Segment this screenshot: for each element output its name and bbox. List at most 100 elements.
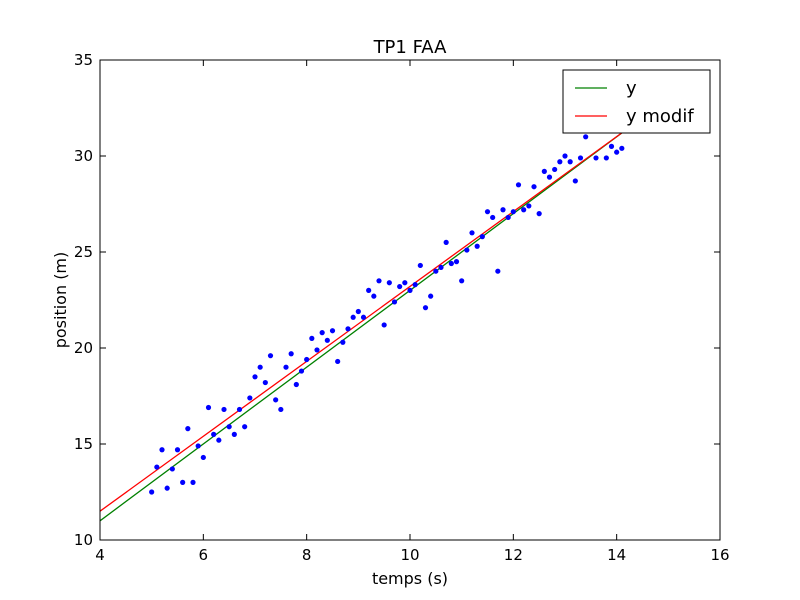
- data-point: [252, 374, 258, 380]
- data-point: [360, 314, 367, 320]
- data-point: [402, 280, 408, 286]
- data-point: [221, 406, 227, 413]
- data-point: [453, 259, 460, 265]
- data-point: [552, 166, 558, 173]
- data-point: [505, 214, 511, 221]
- data-point: [557, 159, 563, 165]
- data-point: [490, 214, 496, 221]
- data-point: [562, 153, 568, 159]
- data-point: [603, 155, 609, 161]
- data-point: [298, 368, 305, 374]
- y-tick-label: 30: [74, 147, 93, 165]
- data-point: [304, 356, 310, 363]
- legend-box: [562, 69, 711, 134]
- data-point: [288, 351, 294, 357]
- data-point: [190, 479, 196, 485]
- data-point: [267, 353, 274, 359]
- data-point: [464, 247, 470, 253]
- data-point: [174, 447, 181, 453]
- data-point: [541, 168, 547, 174]
- data-point: [619, 145, 625, 151]
- x-tick-label: 14: [607, 546, 626, 564]
- x-tick-label: 16: [710, 546, 729, 564]
- data-point: [180, 479, 186, 485]
- data-point: [443, 239, 449, 245]
- data-point: [293, 381, 299, 388]
- data-point: [200, 454, 206, 461]
- data-point: [159, 447, 165, 453]
- data-point: [154, 464, 160, 470]
- data-point: [169, 466, 175, 472]
- x-axis-ticks: 4 6 8 10 12 14 16: [95, 60, 730, 564]
- series-line-y-modif: [100, 128, 628, 512]
- legend: y y modif: [562, 69, 711, 134]
- data-point: [448, 260, 454, 267]
- series-layer: [100, 128, 628, 522]
- y-tick-label: 10: [74, 531, 93, 549]
- series-line-y: [100, 128, 628, 522]
- data-point: [324, 337, 330, 343]
- data-point: [381, 322, 387, 328]
- data-point: [536, 211, 542, 217]
- data-point: [386, 280, 392, 286]
- data-point: [345, 326, 351, 332]
- data-point: [205, 404, 212, 411]
- data-point: [236, 406, 243, 413]
- data-point: [216, 437, 222, 443]
- data-point: [614, 149, 620, 155]
- chart-title: TP1 FAA: [373, 37, 448, 58]
- data-point: [319, 330, 325, 336]
- data-point: [521, 207, 527, 213]
- data-point: [531, 184, 537, 190]
- data-point: [355, 308, 361, 315]
- data-point: [226, 424, 232, 430]
- data-point: [195, 443, 201, 449]
- data-point: [417, 262, 423, 269]
- data-point: [231, 431, 237, 437]
- data-point: [283, 364, 289, 370]
- data-point: [273, 397, 279, 403]
- data-point: [335, 358, 341, 365]
- x-axis-title: temps (s): [372, 569, 448, 588]
- data-point: [391, 299, 398, 305]
- data-point: [438, 264, 444, 270]
- legend-label-y-modif: y modif: [626, 106, 694, 127]
- y-tick-label: 20: [74, 339, 93, 357]
- data-point: [495, 268, 501, 274]
- y-tick-label: 35: [74, 51, 93, 69]
- y-tick-label: 15: [74, 435, 93, 453]
- data-point: [329, 328, 336, 334]
- data-point: [510, 209, 516, 215]
- data-point: [149, 489, 155, 495]
- data-point: [422, 305, 429, 311]
- data-point: [340, 339, 346, 345]
- data-point: [593, 155, 599, 161]
- data-point: [546, 174, 553, 180]
- data-point: [397, 283, 403, 290]
- data-point: [459, 278, 465, 284]
- data-point: [474, 243, 480, 249]
- y-axis-title: position (m): [51, 252, 70, 349]
- x-tick-label: 8: [302, 546, 312, 564]
- data-point: [433, 268, 439, 274]
- data-point: [211, 431, 217, 437]
- data-point: [583, 134, 589, 140]
- data-point: [164, 485, 170, 491]
- data-point: [572, 178, 578, 184]
- data-point: [262, 379, 268, 386]
- data-point: [469, 230, 475, 236]
- data-point: [484, 209, 491, 215]
- data-point: [479, 234, 485, 240]
- data-point: [412, 282, 418, 288]
- y-tick-label: 25: [74, 243, 93, 261]
- x-tick-label: 10: [400, 546, 419, 564]
- data-point: [371, 293, 377, 299]
- data-point: [608, 143, 615, 149]
- data-point: [515, 182, 522, 188]
- x-tick-label: 12: [504, 546, 523, 564]
- data-point: [376, 278, 382, 284]
- legend-label-y: y: [626, 78, 637, 99]
- data-point: [500, 207, 506, 213]
- data-point: [407, 287, 413, 293]
